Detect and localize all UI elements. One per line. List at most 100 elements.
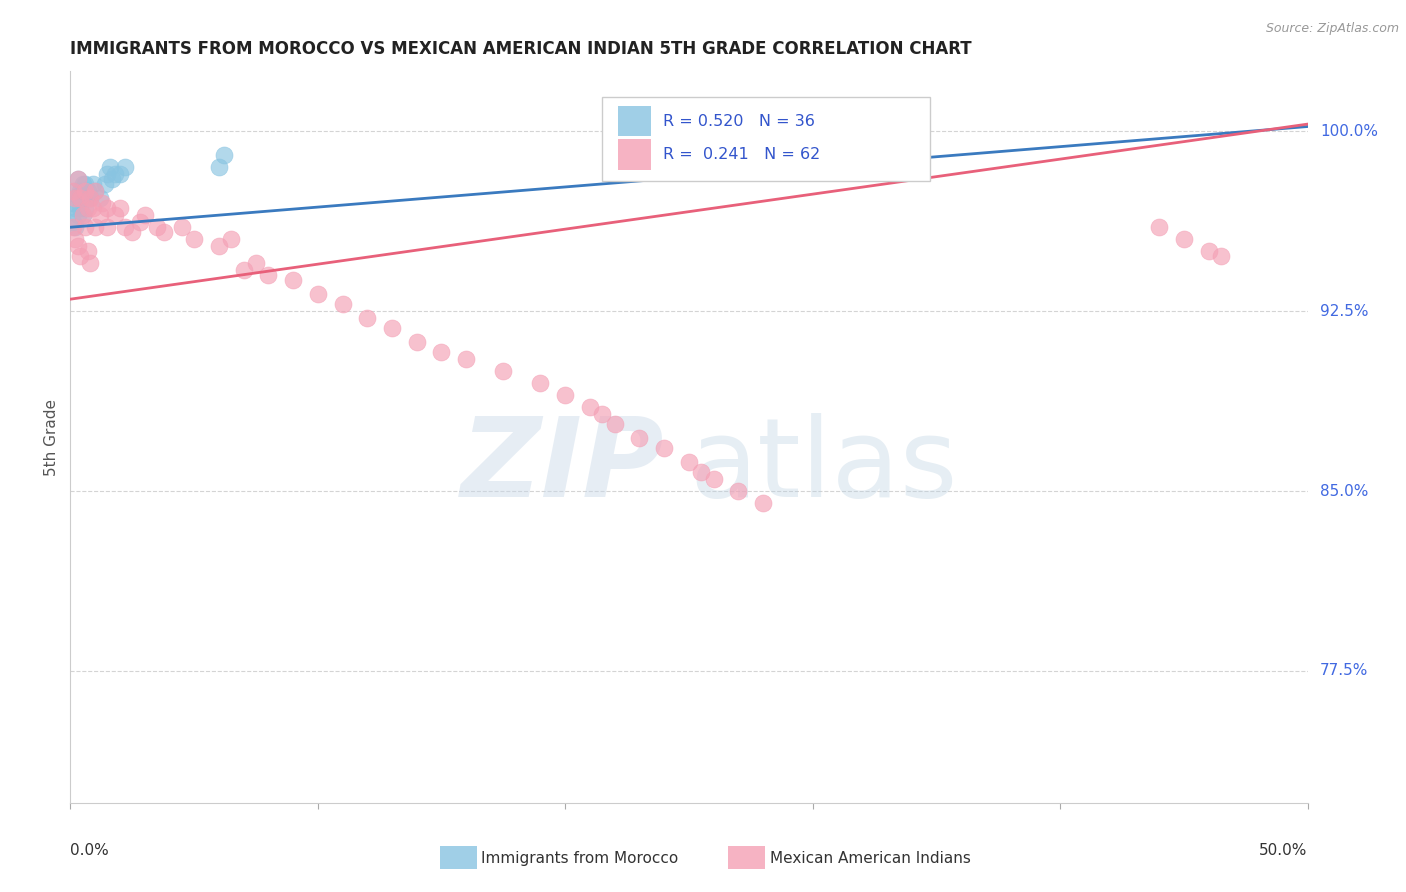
Point — [876, 127, 898, 141]
Point — [62, 215, 84, 229]
Point — [62, 220, 84, 235]
Point — [84, 184, 107, 198]
Point — [678, 455, 700, 469]
Point — [727, 483, 749, 498]
Point — [1147, 220, 1170, 235]
Text: 100.0%: 100.0% — [1320, 124, 1378, 139]
FancyBboxPatch shape — [619, 106, 651, 136]
Point — [104, 208, 127, 222]
Point — [76, 244, 98, 259]
Point — [69, 249, 91, 263]
Point — [183, 232, 205, 246]
Point — [554, 388, 576, 402]
Point — [114, 220, 136, 235]
FancyBboxPatch shape — [619, 139, 651, 170]
Point — [628, 431, 651, 445]
Text: ZIP: ZIP — [461, 413, 664, 520]
Point — [72, 177, 94, 191]
Point — [219, 232, 242, 246]
Text: IMMIGRANTS FROM MOROCCO VS MEXICAN AMERICAN INDIAN 5TH GRADE CORRELATION CHART: IMMIGRANTS FROM MOROCCO VS MEXICAN AMERI… — [70, 40, 972, 58]
Point — [814, 129, 837, 144]
Point — [703, 472, 725, 486]
Point — [900, 122, 922, 136]
Point — [789, 129, 811, 144]
Point — [72, 208, 94, 222]
Text: Source: ZipAtlas.com: Source: ZipAtlas.com — [1265, 22, 1399, 36]
Point — [65, 220, 87, 235]
Point — [690, 465, 713, 479]
Point — [128, 215, 150, 229]
Point — [69, 201, 91, 215]
Point — [91, 196, 114, 211]
Point — [94, 177, 117, 191]
Text: Immigrants from Morocco: Immigrants from Morocco — [481, 851, 678, 865]
Point — [66, 172, 89, 186]
Point — [529, 376, 551, 391]
Point — [89, 191, 111, 205]
Text: R = 0.520   N = 36: R = 0.520 N = 36 — [664, 113, 815, 128]
Point — [381, 321, 404, 335]
Point — [101, 172, 124, 186]
Point — [405, 335, 427, 350]
FancyBboxPatch shape — [602, 97, 931, 181]
Point — [652, 441, 675, 455]
Point — [1198, 244, 1220, 259]
Point — [65, 201, 87, 215]
Point — [84, 184, 107, 198]
Point — [752, 496, 775, 510]
Point — [76, 201, 98, 215]
Point — [1173, 232, 1195, 246]
Point — [62, 196, 84, 211]
Point — [66, 189, 89, 203]
Point — [76, 184, 98, 198]
Point — [492, 364, 515, 378]
Point — [579, 400, 602, 414]
Point — [66, 239, 89, 253]
Point — [79, 256, 101, 270]
Point — [62, 184, 84, 198]
Point — [84, 220, 107, 235]
Point — [591, 407, 613, 421]
Point — [851, 124, 873, 138]
Point — [134, 208, 156, 222]
Point — [153, 225, 176, 239]
Text: 77.5%: 77.5% — [1320, 664, 1368, 679]
Point — [75, 184, 97, 198]
Point — [65, 191, 87, 205]
Point — [69, 184, 91, 198]
Point — [66, 172, 89, 186]
Point — [96, 168, 118, 182]
Point — [108, 201, 131, 215]
Point — [456, 352, 478, 367]
Point — [114, 161, 136, 175]
Point — [108, 168, 131, 182]
Point — [96, 220, 118, 235]
Point — [307, 287, 329, 301]
Point — [208, 161, 231, 175]
Point — [79, 191, 101, 205]
Text: R =  0.241   N = 62: R = 0.241 N = 62 — [664, 147, 820, 162]
Point — [82, 201, 104, 215]
Text: 0.0%: 0.0% — [70, 843, 110, 858]
Point — [121, 225, 143, 239]
Point — [257, 268, 280, 283]
Text: 50.0%: 50.0% — [1260, 843, 1308, 858]
Point — [281, 273, 304, 287]
Point — [75, 177, 97, 191]
Text: Mexican American Indians: Mexican American Indians — [770, 851, 972, 865]
Point — [245, 256, 267, 270]
Point — [208, 239, 231, 253]
Point — [72, 208, 94, 222]
Point — [104, 168, 127, 182]
Point — [89, 208, 111, 222]
Text: atlas: atlas — [689, 413, 957, 520]
Point — [98, 161, 121, 175]
Point — [65, 184, 87, 198]
Point — [65, 232, 87, 246]
Point — [212, 148, 235, 162]
Point — [82, 177, 104, 191]
Text: 85.0%: 85.0% — [1320, 483, 1368, 499]
Point — [752, 136, 775, 151]
Point — [170, 220, 193, 235]
Point — [69, 191, 91, 205]
